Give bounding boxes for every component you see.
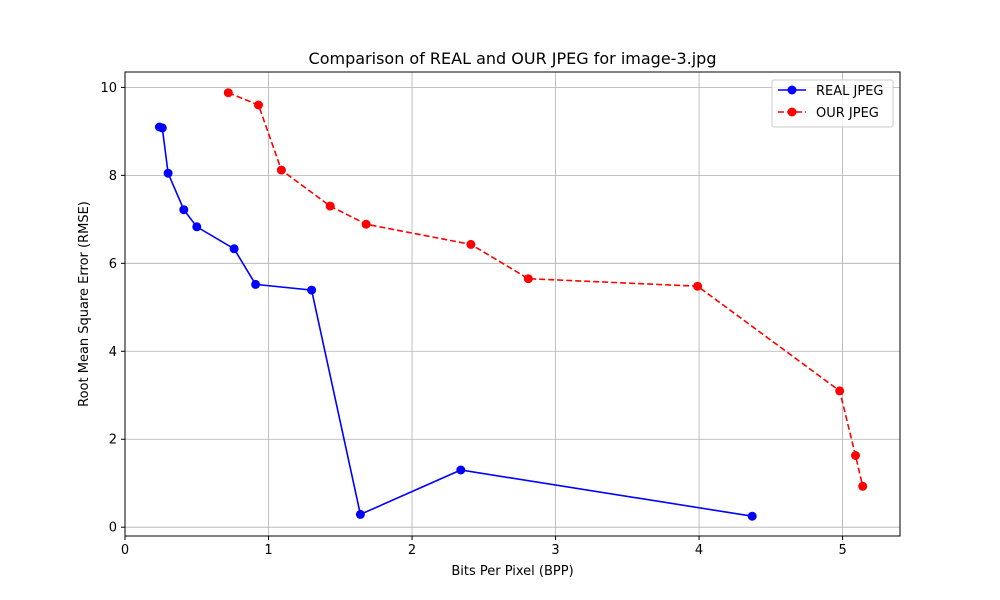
data-point-our-jpeg [693, 281, 703, 291]
plot-area-frame [124, 71, 901, 537]
chart-title: Comparison of REAL and OUR JPEG for imag… [309, 49, 717, 68]
data-point-real-jpeg [307, 285, 317, 295]
legend-box [771, 79, 894, 128]
data-point-our-jpeg [361, 219, 371, 229]
data-point-real-jpeg [251, 279, 261, 289]
y-tick-label: 4 [109, 345, 117, 360]
data-point-real-jpeg [456, 465, 466, 475]
data-point-our-jpeg [466, 239, 476, 249]
data-point-our-jpeg [523, 274, 533, 284]
y-tick-label: 10 [100, 81, 117, 96]
data-point-real-jpeg [192, 222, 202, 232]
y-tick-label: 6 [109, 257, 117, 272]
y-tick-label: 2 [109, 433, 117, 448]
data-point-real-jpeg [163, 168, 173, 178]
data-point-real-jpeg [179, 205, 189, 215]
series-layer [154, 88, 868, 521]
axis-ticks: 0 1 2 3 4 5 0 2 4 6 8 10 [100, 81, 846, 558]
x-axis-label: Bits Per Pixel (BPP) [451, 564, 573, 579]
x-tick-label: 5 [838, 543, 846, 558]
x-tick-label: 0 [121, 543, 129, 558]
data-point-our-jpeg [254, 100, 263, 110]
gridlines [124, 72, 900, 536]
data-point-our-jpeg [835, 386, 845, 396]
y-axis-label: Root Mean Square Error (RMSE) [77, 201, 92, 407]
x-tick-label: 3 [551, 543, 559, 558]
data-point-our-jpeg [223, 88, 233, 98]
data-point-real-jpeg [747, 511, 757, 521]
data-point-real-jpeg [157, 123, 167, 133]
y-tick-label: 8 [109, 169, 117, 184]
data-point-real-jpeg [355, 509, 365, 519]
y-tick-label: 0 [109, 521, 117, 536]
x-tick-label: 2 [408, 543, 416, 558]
data-point-real-jpeg [229, 244, 239, 254]
x-tick-label: 4 [695, 543, 703, 558]
legend-label-our-jpeg: OUR JPEG [816, 106, 879, 121]
legend-marker-real-jpeg [787, 85, 797, 95]
data-point-our-jpeg [851, 451, 860, 460]
legend: REAL JPEG OUR JPEG [771, 79, 894, 128]
data-point-our-jpeg [858, 481, 868, 491]
series-line-our-jpeg [227, 91, 864, 487]
series-line-real-jpeg [159, 126, 753, 517]
legend-label-real-jpeg: REAL JPEG [816, 84, 883, 99]
data-point-our-jpeg [325, 201, 335, 211]
legend-marker-our-jpeg [787, 107, 797, 117]
data-point-our-jpeg [276, 165, 286, 175]
x-tick-label: 1 [264, 543, 272, 558]
